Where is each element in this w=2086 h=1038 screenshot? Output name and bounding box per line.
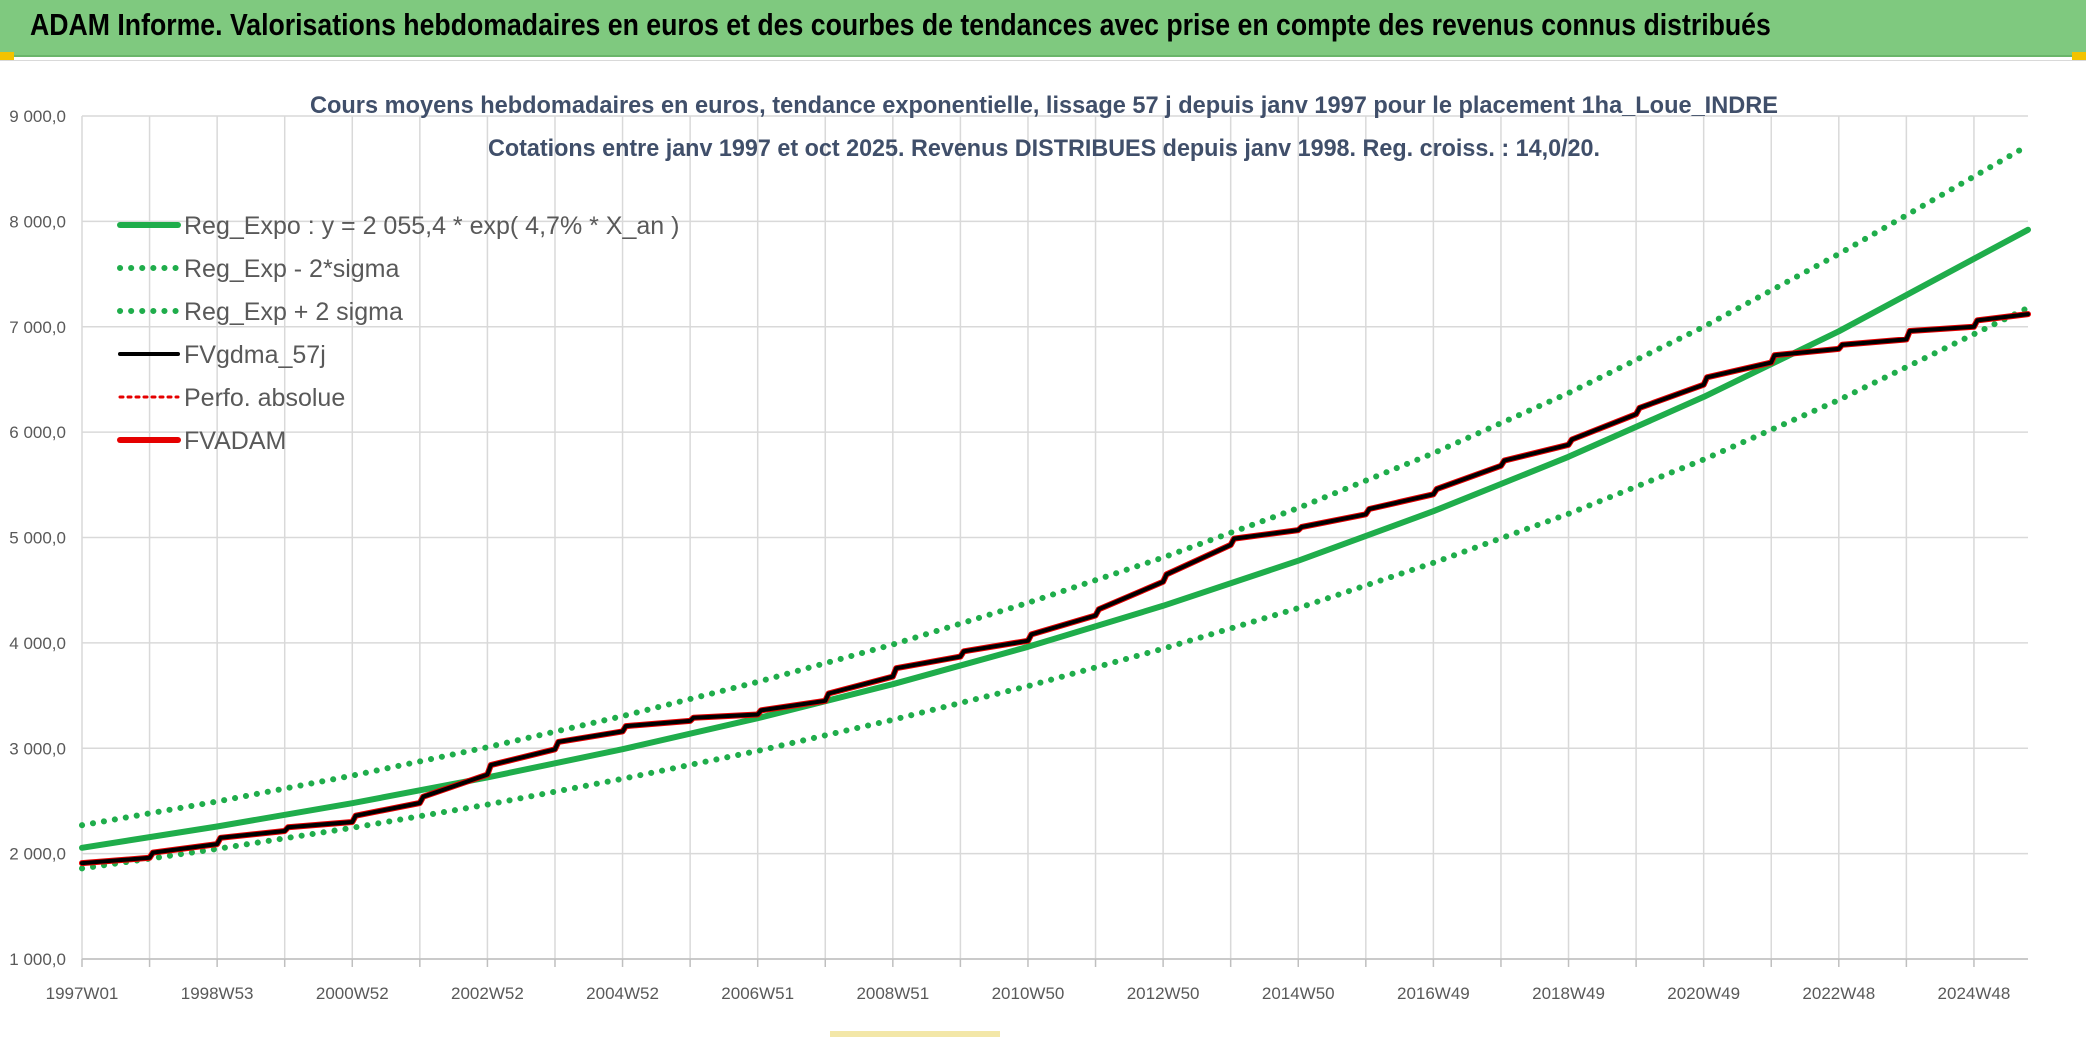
y-tick-label: 4 000,0	[9, 634, 66, 653]
line-chart: 1 000,0 2 000,0 3 000,0 4 000,0 5 000,0 6 000…	[9, 92, 2031, 1003]
x-tick-label: 2022W48	[1802, 984, 1875, 1003]
x-tick-label: 2018W49	[1532, 984, 1605, 1003]
y-tick-label: 6 000,0	[9, 423, 66, 442]
x-tick-label: 2004W52	[586, 984, 659, 1003]
y-tick-label: 1 000,0	[9, 950, 66, 969]
y-tick-label: 3 000,0	[9, 739, 66, 758]
chart-area: 1 000,0 2 000,0 3 000,0 4 000,0 5 000,0 6 000…	[0, 60, 2086, 1037]
x-tick-label: 1997W01	[46, 984, 119, 1003]
x-tick-label: 2010W50	[992, 984, 1065, 1003]
y-tick-label: 7 000,0	[9, 318, 66, 337]
corner-accent-right	[2072, 52, 2086, 60]
legend-label: Reg_Exp - 2*sigma	[184, 255, 399, 283]
series-line-3	[80, 312, 2030, 866]
series-line-2	[79, 142, 2031, 829]
x-tick-label: 2002W52	[451, 984, 524, 1003]
x-tick-label: 2014W50	[1262, 984, 1335, 1003]
series-line-0	[79, 226, 2031, 851]
x-tick-label: 2024W48	[1938, 984, 2011, 1003]
legend-label: Perfo. absolue	[184, 384, 345, 412]
x-tick-label: 2020W49	[1667, 984, 1740, 1003]
series-line-5	[79, 311, 2031, 867]
legend-label: FVADAM	[184, 427, 286, 455]
chart-subtitle: Cotations entre janv 1997 et oct 2025. R…	[488, 135, 1600, 162]
legend-label: Reg_Exp + 2 sigma	[184, 298, 403, 326]
legend-label: FVgdma_57j	[184, 341, 326, 369]
chart-title: Cours moyens hebdomadaires en euros, ten…	[310, 92, 1778, 119]
series-line-4	[80, 312, 2030, 865]
y-tick-label: 8 000,0	[9, 212, 66, 231]
series-line-1	[79, 304, 2031, 872]
report-title: ADAM Informe. Valorisations hebdomadaire…	[30, 7, 1771, 42]
y-tick-label: 9 000,0	[9, 107, 66, 126]
x-tick-label: 1998W53	[181, 984, 254, 1003]
legend-label: Reg_Expo : y = 2 055,4 * exp( 4,7% * X_a…	[184, 212, 679, 240]
bottom-accent-bar	[830, 1031, 1000, 1037]
x-tick-label: 2008W51	[856, 984, 929, 1003]
x-tick-label: 2012W50	[1127, 984, 1200, 1003]
y-tick-label: 2 000,0	[9, 845, 66, 864]
corner-accent-left	[0, 52, 14, 60]
y-tick-label: 5 000,0	[9, 529, 66, 548]
x-tick-label: 2016W49	[1397, 984, 1470, 1003]
x-tick-label: 2000W52	[316, 984, 389, 1003]
report-banner: ADAM Informe. Valorisations hebdomadaire…	[0, 0, 2086, 57]
x-tick-label: 2006W51	[721, 984, 794, 1003]
